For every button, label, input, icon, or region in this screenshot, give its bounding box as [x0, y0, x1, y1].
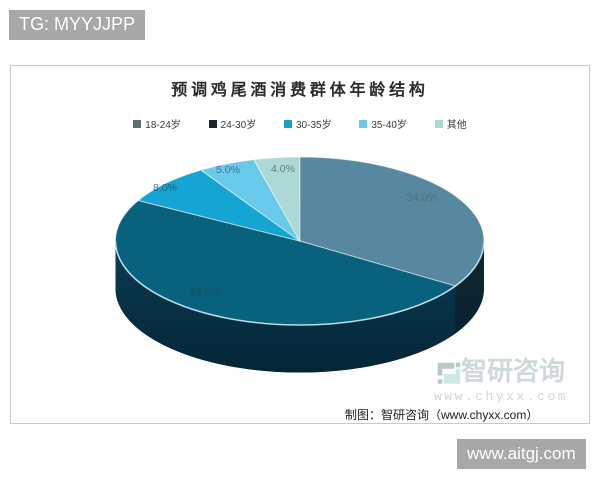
svg-text:49.0%: 49.0% [189, 287, 220, 299]
svg-text:4.0%: 4.0% [271, 163, 295, 175]
svg-text:5.0%: 5.0% [216, 164, 240, 176]
svg-text:34.0%: 34.0% [406, 192, 437, 204]
svg-text:8.0%: 8.0% [153, 182, 177, 194]
